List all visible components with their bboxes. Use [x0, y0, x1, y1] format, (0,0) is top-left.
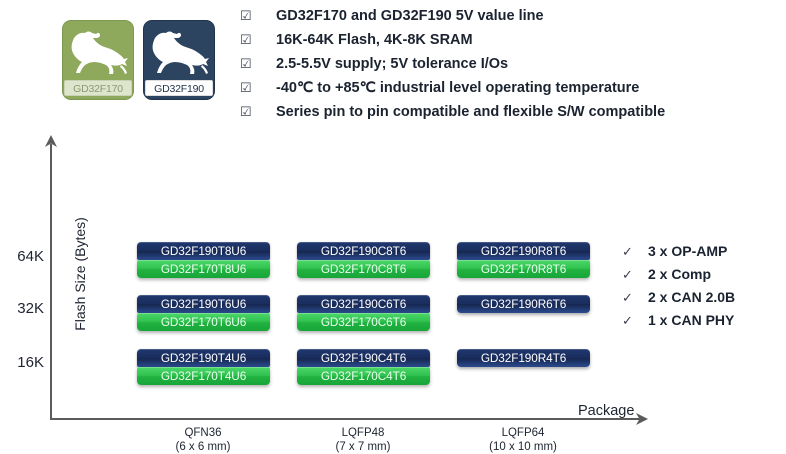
check-icon: ✓: [622, 267, 633, 282]
y-axis-arrow-icon: [45, 135, 57, 147]
part-box[interactable]: GD32F190R4T6: [457, 349, 590, 367]
x-category-name: LQFP64: [501, 427, 545, 439]
feature-item: ✓ 2 x CAN 2.0B: [622, 286, 786, 309]
bullet-item: ☑ GD32F170 and GD32F190 5V value line: [240, 4, 786, 28]
bullet-label: 16K-64K Flash, 4K-8K SRAM: [276, 32, 473, 48]
cheetah-icon: [152, 31, 209, 74]
x-category-lqfp64: LQFP64 (10 x 10 mm): [453, 426, 593, 454]
bullet-label: 2.5-5.5V supply; 5V tolerance I/Os: [276, 56, 509, 72]
bullet-label: -40℃ to +85℃ industrial level operating …: [276, 80, 640, 96]
bullet-item: ☑ -40℃ to +85℃ industrial level operatin…: [240, 76, 786, 100]
feature-item: ✓ 3 x OP-AMP: [622, 240, 786, 263]
feature-label: 1 x CAN PHY: [648, 312, 735, 328]
x-axis-line: [50, 418, 640, 420]
part-box[interactable]: GD32F190C8T6: [297, 242, 430, 260]
x-category-size: (10 x 10 mm): [489, 441, 557, 453]
y-tick-label-32k: 32K: [17, 300, 44, 317]
bullet-label: GD32F170 and GD32F190 5V value line: [276, 8, 544, 24]
part-box[interactable]: GD32F190T4U6: [137, 349, 270, 367]
bullet-item: ☑ 16K-64K Flash, 4K-8K SRAM: [240, 28, 786, 52]
checkbox-checked-icon: ☑: [240, 80, 252, 95]
bullet-label: Series pin to pin compatible and flexibl…: [276, 104, 666, 120]
x-category-size: (7 x 7 mm): [335, 441, 391, 453]
checkbox-checked-icon: ☑: [240, 56, 252, 71]
checkbox-checked-icon: ☑: [240, 32, 252, 47]
x-category-lqfp48: LQFP48 (7 x 7 mm): [293, 426, 433, 454]
x-axis-title: Package: [578, 403, 635, 419]
x-category-name: LQFP48: [341, 427, 385, 439]
part-box[interactable]: GD32F190T8U6: [137, 242, 270, 260]
x-category-size: (6 x 6 mm): [175, 441, 231, 453]
bullet-item: ☑ 2.5-5.5V supply; 5V tolerance I/Os: [240, 52, 786, 76]
peripheral-feature-list: ✓ 3 x OP-AMP ✓ 2 x Comp ✓ 2 x CAN 2.0B ✓…: [622, 240, 786, 332]
part-box[interactable]: GD32F190R8T6: [457, 242, 590, 260]
part-box[interactable]: GD32F190T6U6: [137, 295, 270, 313]
feature-item: ✓ 1 x CAN PHY: [622, 309, 786, 332]
feature-label: 2 x Comp: [648, 266, 712, 282]
logo-tile-gd32f190: GD32F190: [143, 20, 215, 100]
y-tick-label-16k: 16K: [17, 354, 44, 371]
y-tick-label-64k: 64K: [17, 248, 44, 265]
feature-item: ✓ 2 x Comp: [622, 263, 786, 286]
logo-tile-gd32f170: GD32F170: [62, 20, 134, 100]
part-box[interactable]: GD32F170C4T6: [297, 367, 430, 385]
checkbox-checked-icon: ☑: [240, 8, 252, 23]
check-icon: ✓: [622, 313, 633, 328]
x-category-qfn36: QFN36 (6 x 6 mm): [133, 426, 273, 454]
feature-label: 3 x OP-AMP: [648, 243, 728, 259]
part-box[interactable]: GD32F170R8T6: [457, 260, 590, 278]
x-category-name: QFN36: [184, 427, 222, 439]
part-box[interactable]: GD32F170T8U6: [137, 260, 270, 278]
part-box[interactable]: GD32F190C6T6: [297, 295, 430, 313]
feature-label: 2 x CAN 2.0B: [648, 289, 736, 305]
part-box[interactable]: GD32F190R6T6: [457, 295, 590, 313]
check-icon: ✓: [622, 244, 633, 259]
logo-group: GD32F170 GD32F190: [62, 20, 215, 100]
x-axis-arrow-icon: [636, 413, 648, 425]
logo-caption-gd32f170: GD32F170: [64, 80, 132, 96]
part-box[interactable]: GD32F170C6T6: [297, 313, 430, 331]
feature-bullet-list: ☑ GD32F170 and GD32F190 5V value line ☑ …: [240, 4, 786, 124]
logo-caption-gd32f190: GD32F190: [145, 80, 213, 96]
part-box[interactable]: GD32F190C4T6: [297, 349, 430, 367]
part-box[interactable]: GD32F170T6U6: [137, 313, 270, 331]
y-axis-line: [50, 144, 52, 420]
y-axis-title: Flash Size (Bytes): [72, 217, 88, 331]
check-icon: ✓: [622, 290, 633, 305]
part-box[interactable]: GD32F170T4U6: [137, 367, 270, 385]
checkbox-checked-icon: ☑: [240, 104, 252, 119]
bullet-item: ☑ Series pin to pin compatible and flexi…: [240, 100, 786, 124]
cheetah-icon: [71, 31, 128, 74]
part-box[interactable]: GD32F170C8T6: [297, 260, 430, 278]
